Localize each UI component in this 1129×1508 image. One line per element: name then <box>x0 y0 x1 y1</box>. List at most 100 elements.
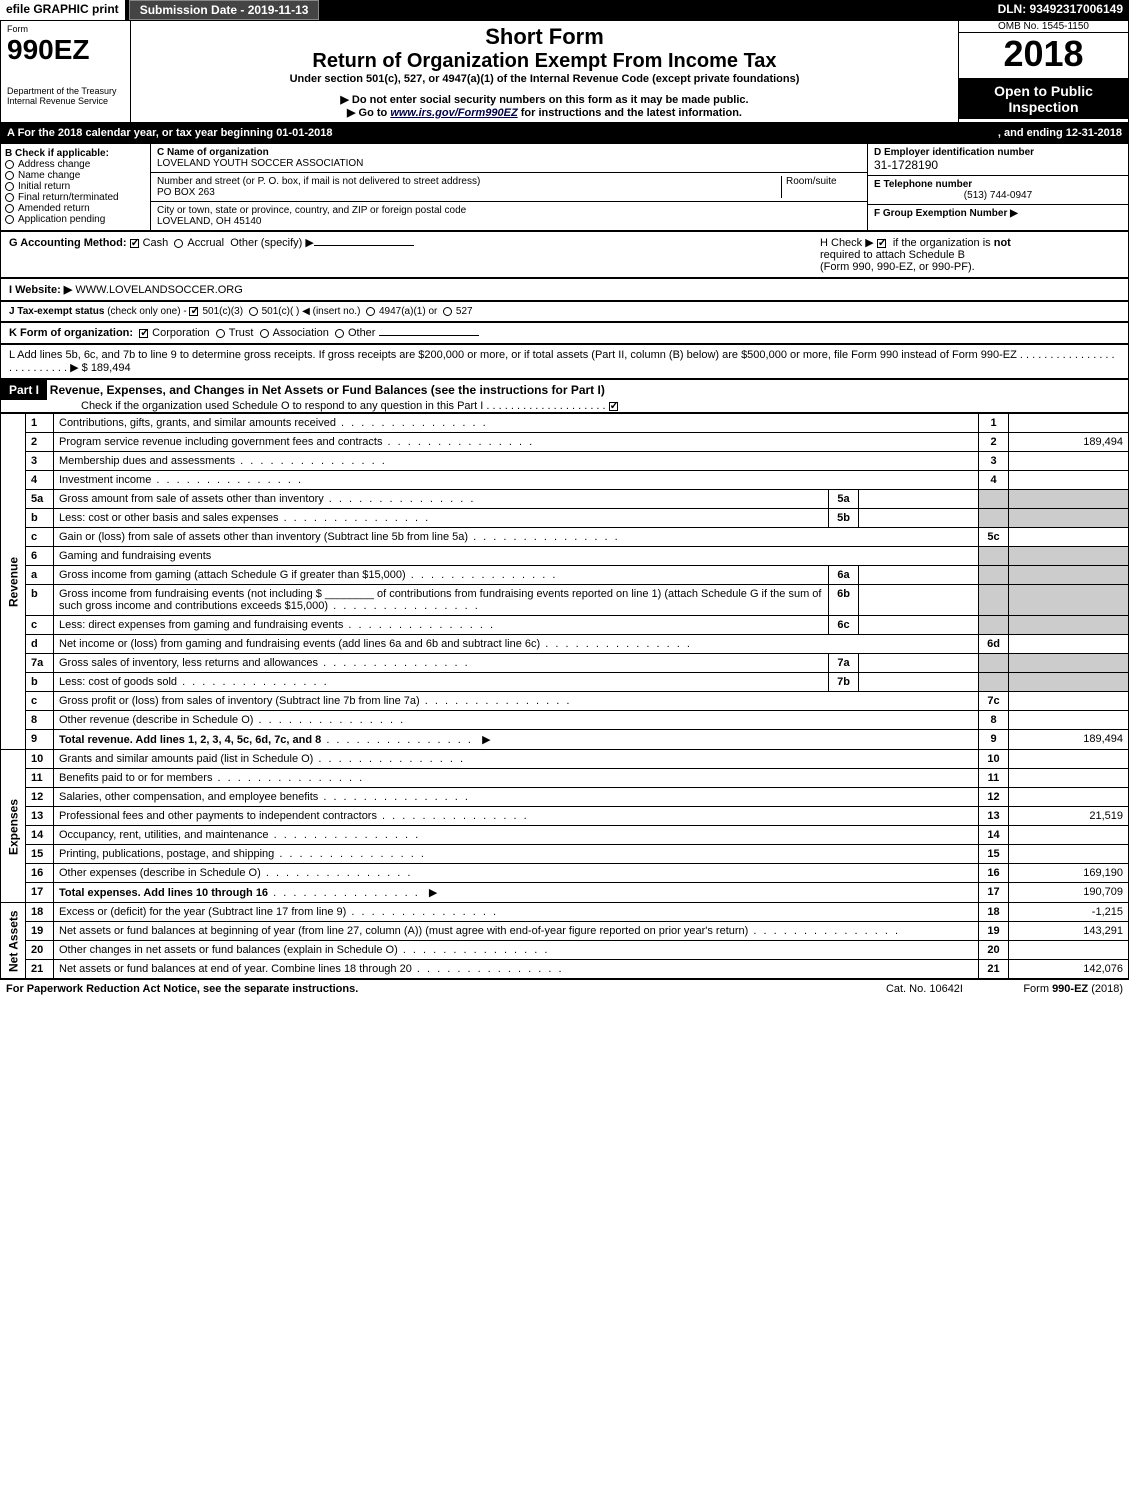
amount <box>1009 635 1129 654</box>
line-number: b <box>26 509 54 528</box>
mid-num: 7b <box>829 673 859 692</box>
col-num-shade <box>979 509 1009 528</box>
opt-other-org: Other <box>348 327 376 339</box>
h-line2: required to attach Schedule B <box>820 249 965 261</box>
line-row: 9Total revenue. Add lines 1, 2, 3, 4, 5c… <box>1 730 1129 750</box>
k-label: K Form of organization: <box>9 327 133 339</box>
chk-address-change[interactable] <box>5 160 14 169</box>
amount: -1,215 <box>1009 903 1129 922</box>
amount: 142,076 <box>1009 960 1129 979</box>
chk-amended-return[interactable] <box>5 204 14 213</box>
line-number: 11 <box>26 769 54 788</box>
opt-amended-return: Amended return <box>18 203 90 214</box>
g-accounting-label: G Accounting Method: <box>9 237 127 249</box>
line-number: 8 <box>26 711 54 730</box>
col-num-shade <box>979 654 1009 673</box>
amount-shade <box>1009 547 1129 566</box>
chk-accrual[interactable] <box>174 239 183 248</box>
chk-schedule-o[interactable] <box>609 402 618 411</box>
line-row: dNet income or (loss) from gaming and fu… <box>1 635 1129 654</box>
line-desc: Other changes in net assets or fund bala… <box>54 941 979 960</box>
short-form-title: Short Form <box>137 24 952 50</box>
chk-corporation[interactable] <box>139 329 148 338</box>
col-num-shade <box>979 566 1009 585</box>
line-row: 15Printing, publications, postage, and s… <box>1 845 1129 864</box>
part1-title: Revenue, Expenses, and Changes in Net As… <box>50 383 605 397</box>
col-num: 6d <box>979 635 1009 654</box>
line-row: 12Salaries, other compensation, and empl… <box>1 788 1129 807</box>
line-number: 17 <box>26 883 54 903</box>
line-desc: Gaming and fundraising events <box>54 547 979 566</box>
line-desc: Net income or (loss) from gaming and fun… <box>54 635 979 654</box>
irs-link[interactable]: www.irs.gov/Form990EZ <box>390 107 517 119</box>
line-row: 16Other expenses (describe in Schedule O… <box>1 864 1129 883</box>
chk-application-pending[interactable] <box>5 215 14 224</box>
form-number: 990EZ <box>7 34 124 66</box>
amount: 21,519 <box>1009 807 1129 826</box>
col-num: 20 <box>979 941 1009 960</box>
room-suite-label: Room/suite <box>781 176 861 198</box>
dept-treasury: Department of the Treasury <box>7 86 124 96</box>
line-number: 18 <box>26 903 54 922</box>
goto-pre: ▶ Go to <box>347 107 390 119</box>
col-num: 19 <box>979 922 1009 941</box>
amount <box>1009 826 1129 845</box>
line-row: 3Membership dues and assessments3 <box>1 452 1129 471</box>
chk-trust[interactable] <box>216 329 225 338</box>
line-desc: Investment income <box>54 471 979 490</box>
line-desc: Printing, publications, postage, and shi… <box>54 845 979 864</box>
col-num-shade <box>979 585 1009 616</box>
efile-print-label[interactable]: efile GRAPHIC print <box>0 0 125 20</box>
opt-association: Association <box>273 327 329 339</box>
line-desc: Program service revenue including govern… <box>54 433 979 452</box>
other-org-input[interactable] <box>379 335 479 336</box>
h-not: not <box>994 237 1011 249</box>
part1-label: Part I <box>1 380 47 400</box>
chk-association[interactable] <box>260 329 269 338</box>
line-desc: Grants and similar amounts paid (list in… <box>54 750 979 769</box>
chk-527[interactable] <box>443 307 452 316</box>
line-desc: Occupancy, rent, utilities, and maintena… <box>54 826 979 845</box>
chk-initial-return[interactable] <box>5 182 14 191</box>
line-row: 7aGross sales of inventory, less returns… <box>1 654 1129 673</box>
col-num: 3 <box>979 452 1009 471</box>
row-j: J Tax-exempt status (check only one) - 5… <box>0 301 1129 322</box>
line-number: 9 <box>26 730 54 750</box>
chk-h-not-required[interactable] <box>877 239 886 248</box>
chk-other-org[interactable] <box>335 329 344 338</box>
amount <box>1009 452 1129 471</box>
opt-final-return: Final return/terminated <box>18 192 119 203</box>
line-row: 4Investment income4 <box>1 471 1129 490</box>
org-name: LOVELAND YOUTH SOCCER ASSOCIATION <box>157 158 861 169</box>
line-desc: Total revenue. Add lines 1, 2, 3, 4, 5c,… <box>54 730 979 750</box>
amount <box>1009 692 1129 711</box>
chk-final-return[interactable] <box>5 193 14 202</box>
col-num: 7c <box>979 692 1009 711</box>
chk-501c3[interactable] <box>189 307 198 316</box>
line-number: b <box>26 585 54 616</box>
j-label: J Tax-exempt status <box>9 306 104 317</box>
line-desc: Net assets or fund balances at beginning… <box>54 922 979 941</box>
irs-label: Internal Revenue Service <box>7 96 124 106</box>
amount <box>1009 414 1129 433</box>
chk-4947[interactable] <box>366 307 375 316</box>
line-row: aGross income from gaming (attach Schedu… <box>1 566 1129 585</box>
goto-post: for instructions and the latest informat… <box>518 107 742 119</box>
side-label-expenses: Expenses <box>1 750 26 903</box>
chk-501c[interactable] <box>249 307 258 316</box>
chk-cash[interactable] <box>130 239 139 248</box>
tax-year: 2018 <box>959 33 1128 75</box>
l-text: L Add lines 5b, 6c, and 7b to line 9 to … <box>9 349 1115 374</box>
chk-name-change[interactable] <box>5 171 14 180</box>
line-row: bLess: cost or other basis and sales exp… <box>1 509 1129 528</box>
amount <box>1009 711 1129 730</box>
line-row: 21Net assets or fund balances at end of … <box>1 960 1129 979</box>
col-num-shade <box>979 616 1009 635</box>
mid-num: 6a <box>829 566 859 585</box>
other-specify-input[interactable] <box>314 245 414 246</box>
opt-corporation: Corporation <box>152 327 209 339</box>
mid-val <box>859 585 979 616</box>
amount-shade <box>1009 654 1129 673</box>
line-desc: Contributions, gifts, grants, and simila… <box>54 414 979 433</box>
line-row: cGross profit or (loss) from sales of in… <box>1 692 1129 711</box>
